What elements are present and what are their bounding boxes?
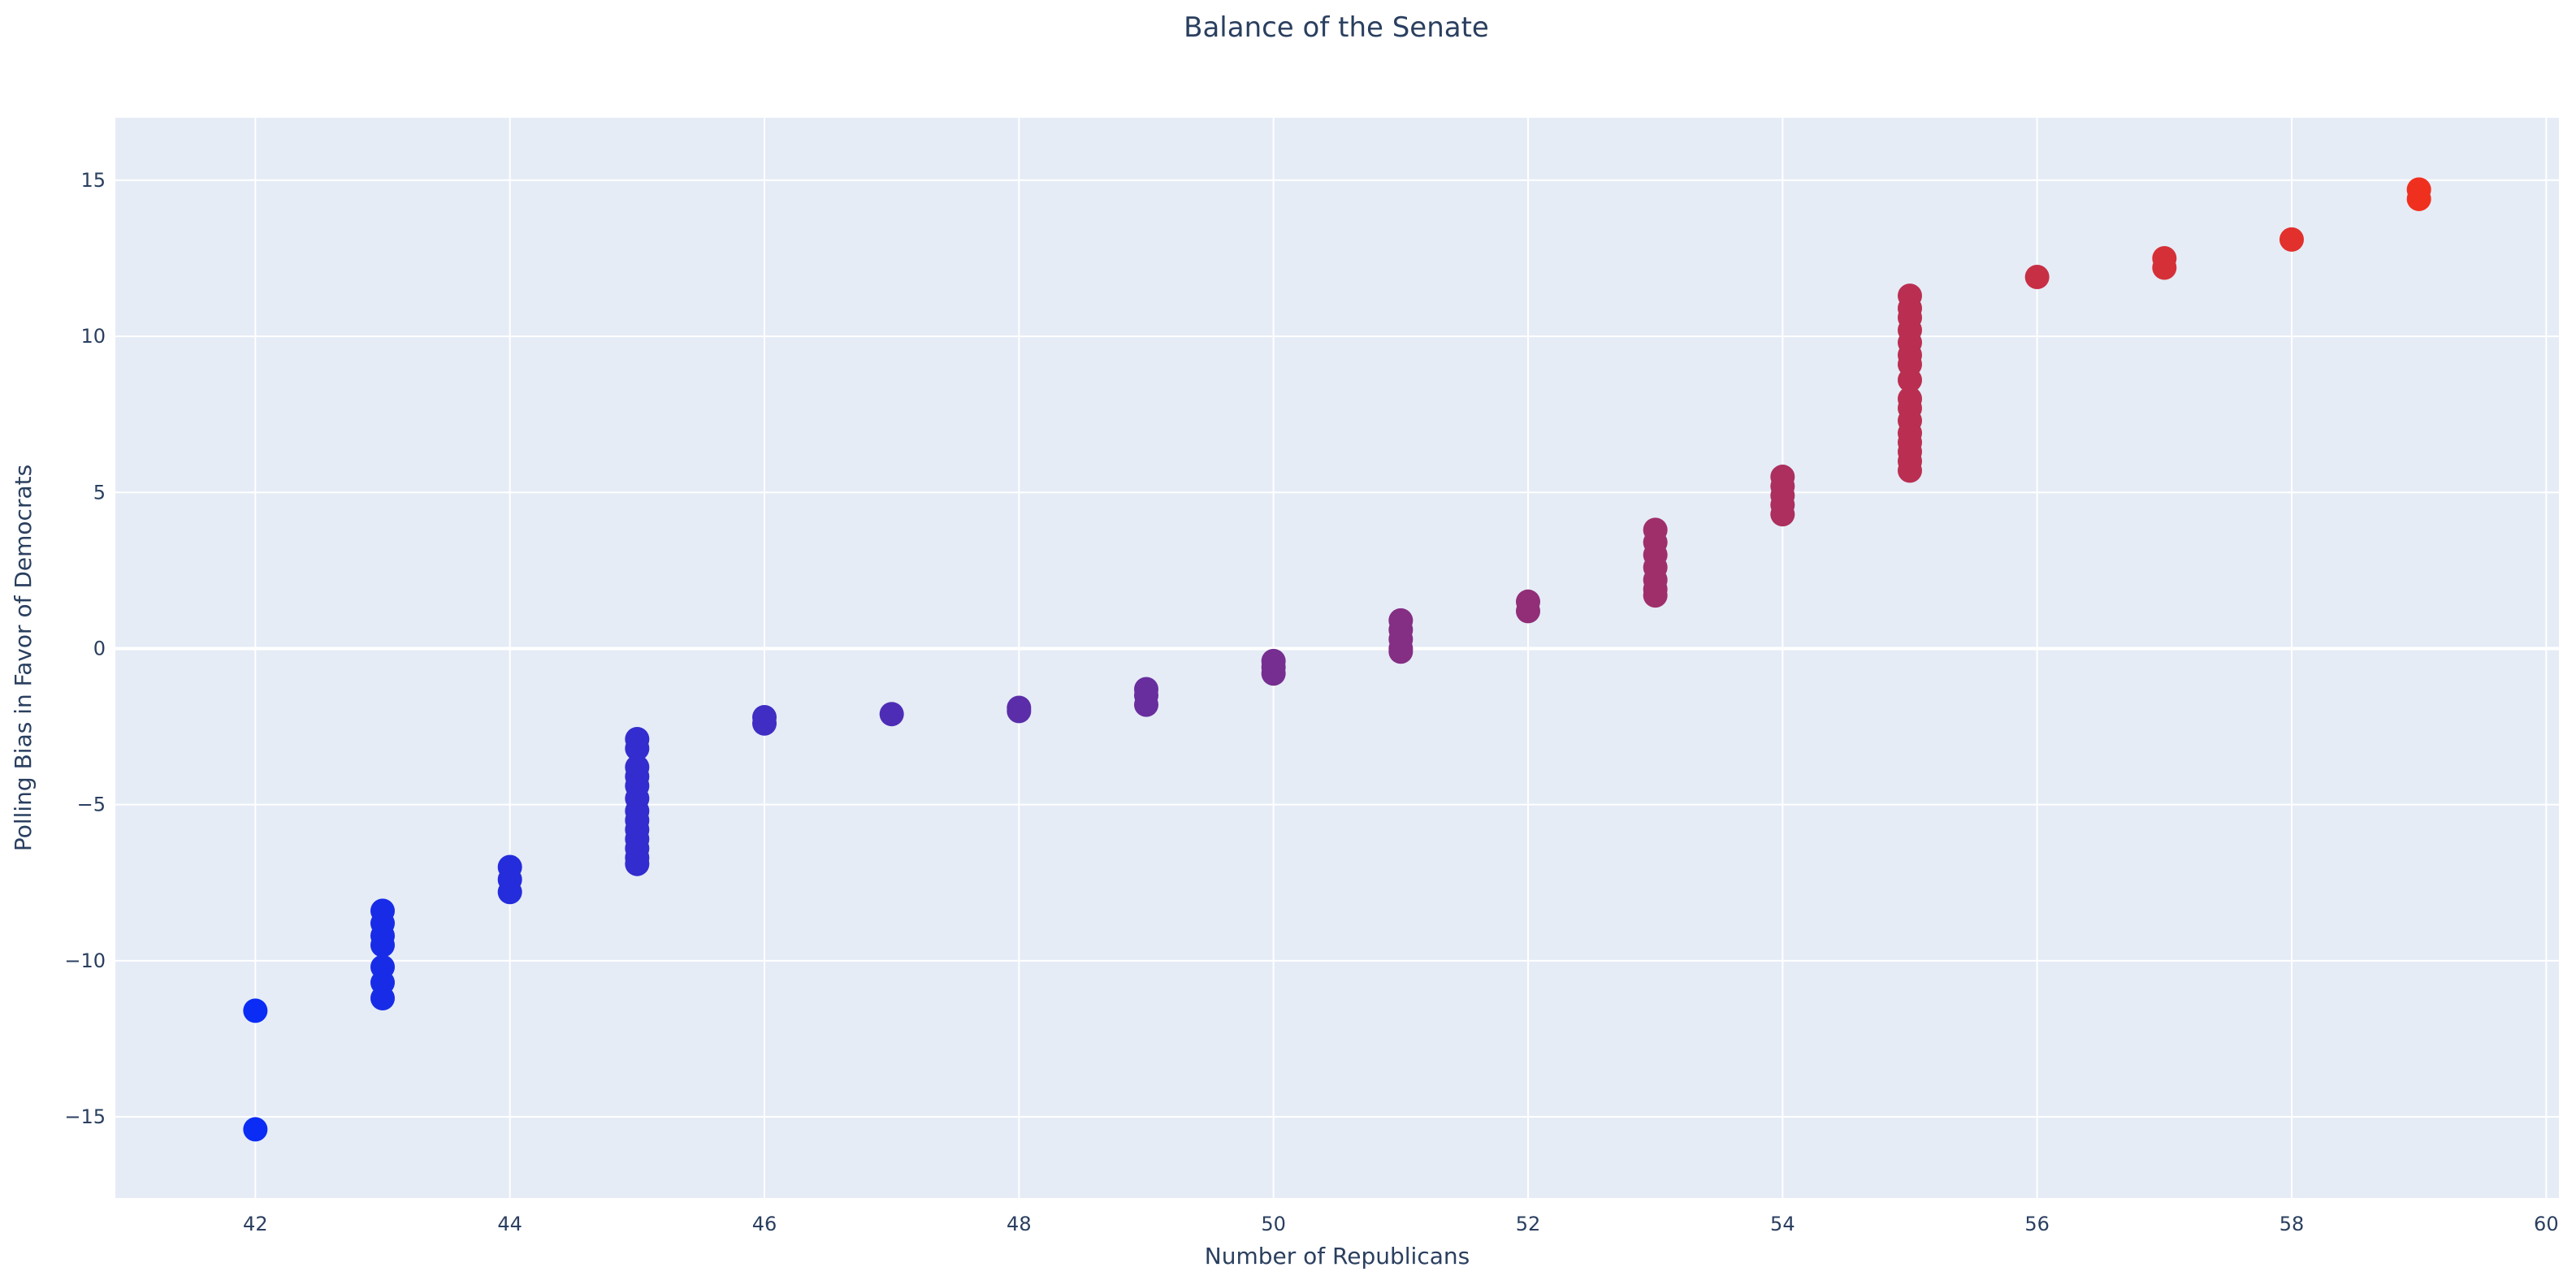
y-axis-title: Polling Bias in Favor of Democrats: [10, 465, 37, 851]
y-tick-label: −15: [64, 1105, 106, 1128]
x-tick-label: 50: [1261, 1213, 1286, 1235]
data-point[interactable]: [243, 998, 268, 1023]
data-point[interactable]: [625, 851, 650, 876]
y-tick-label: 5: [93, 481, 106, 504]
x-tick-label: 58: [2279, 1213, 2305, 1235]
data-point[interactable]: [752, 711, 777, 736]
y-tick-label: 15: [80, 169, 106, 192]
data-point[interactable]: [1261, 661, 1286, 686]
x-tick-label: 56: [2024, 1213, 2050, 1235]
x-tick-label: 54: [1770, 1213, 1795, 1235]
data-point[interactable]: [1898, 458, 1922, 483]
data-point[interactable]: [2152, 255, 2177, 280]
data-point[interactable]: [2279, 227, 2304, 252]
data-point[interactable]: [1898, 367, 1922, 392]
data-point[interactable]: [879, 702, 904, 727]
x-tick-label: 48: [1007, 1213, 1032, 1235]
data-point[interactable]: [2024, 265, 2050, 290]
data-point[interactable]: [243, 1117, 268, 1142]
x-axis-title: Number of Republicans: [1205, 1243, 1470, 1270]
x-tick-label: 44: [497, 1213, 522, 1235]
y-tick-label: 0: [93, 637, 106, 660]
y-tick-label: 10: [80, 325, 106, 348]
data-point[interactable]: [1516, 599, 1540, 624]
y-axis-ticks: 15 10 5 0 −5 −10 −15: [64, 169, 106, 1128]
data-point[interactable]: [1643, 583, 1668, 608]
x-tick-label: 46: [752, 1213, 777, 1235]
grid-lines: [115, 118, 2559, 1198]
y-tick-label: −5: [77, 794, 106, 816]
chart-title: Balance of the Senate: [1184, 11, 1489, 44]
data-points: [243, 177, 2431, 1142]
x-tick-label: 60: [2534, 1213, 2559, 1235]
data-point[interactable]: [625, 736, 650, 761]
data-point[interactable]: [1388, 639, 1414, 664]
data-point[interactable]: [1770, 502, 1795, 527]
plot-area: [115, 118, 2559, 1198]
x-tick-label: 42: [243, 1213, 268, 1235]
y-tick-label: −10: [64, 949, 106, 972]
x-axis-ticks: 42 44 46 48 50 52 54 56 58 60: [243, 1213, 2559, 1235]
data-point[interactable]: [2406, 186, 2431, 211]
x-tick-label: 52: [1516, 1213, 1541, 1235]
data-point[interactable]: [497, 880, 522, 905]
data-point[interactable]: [1007, 699, 1032, 724]
data-point[interactable]: [1134, 692, 1158, 717]
data-point[interactable]: [370, 985, 395, 1010]
data-point[interactable]: [370, 932, 395, 958]
